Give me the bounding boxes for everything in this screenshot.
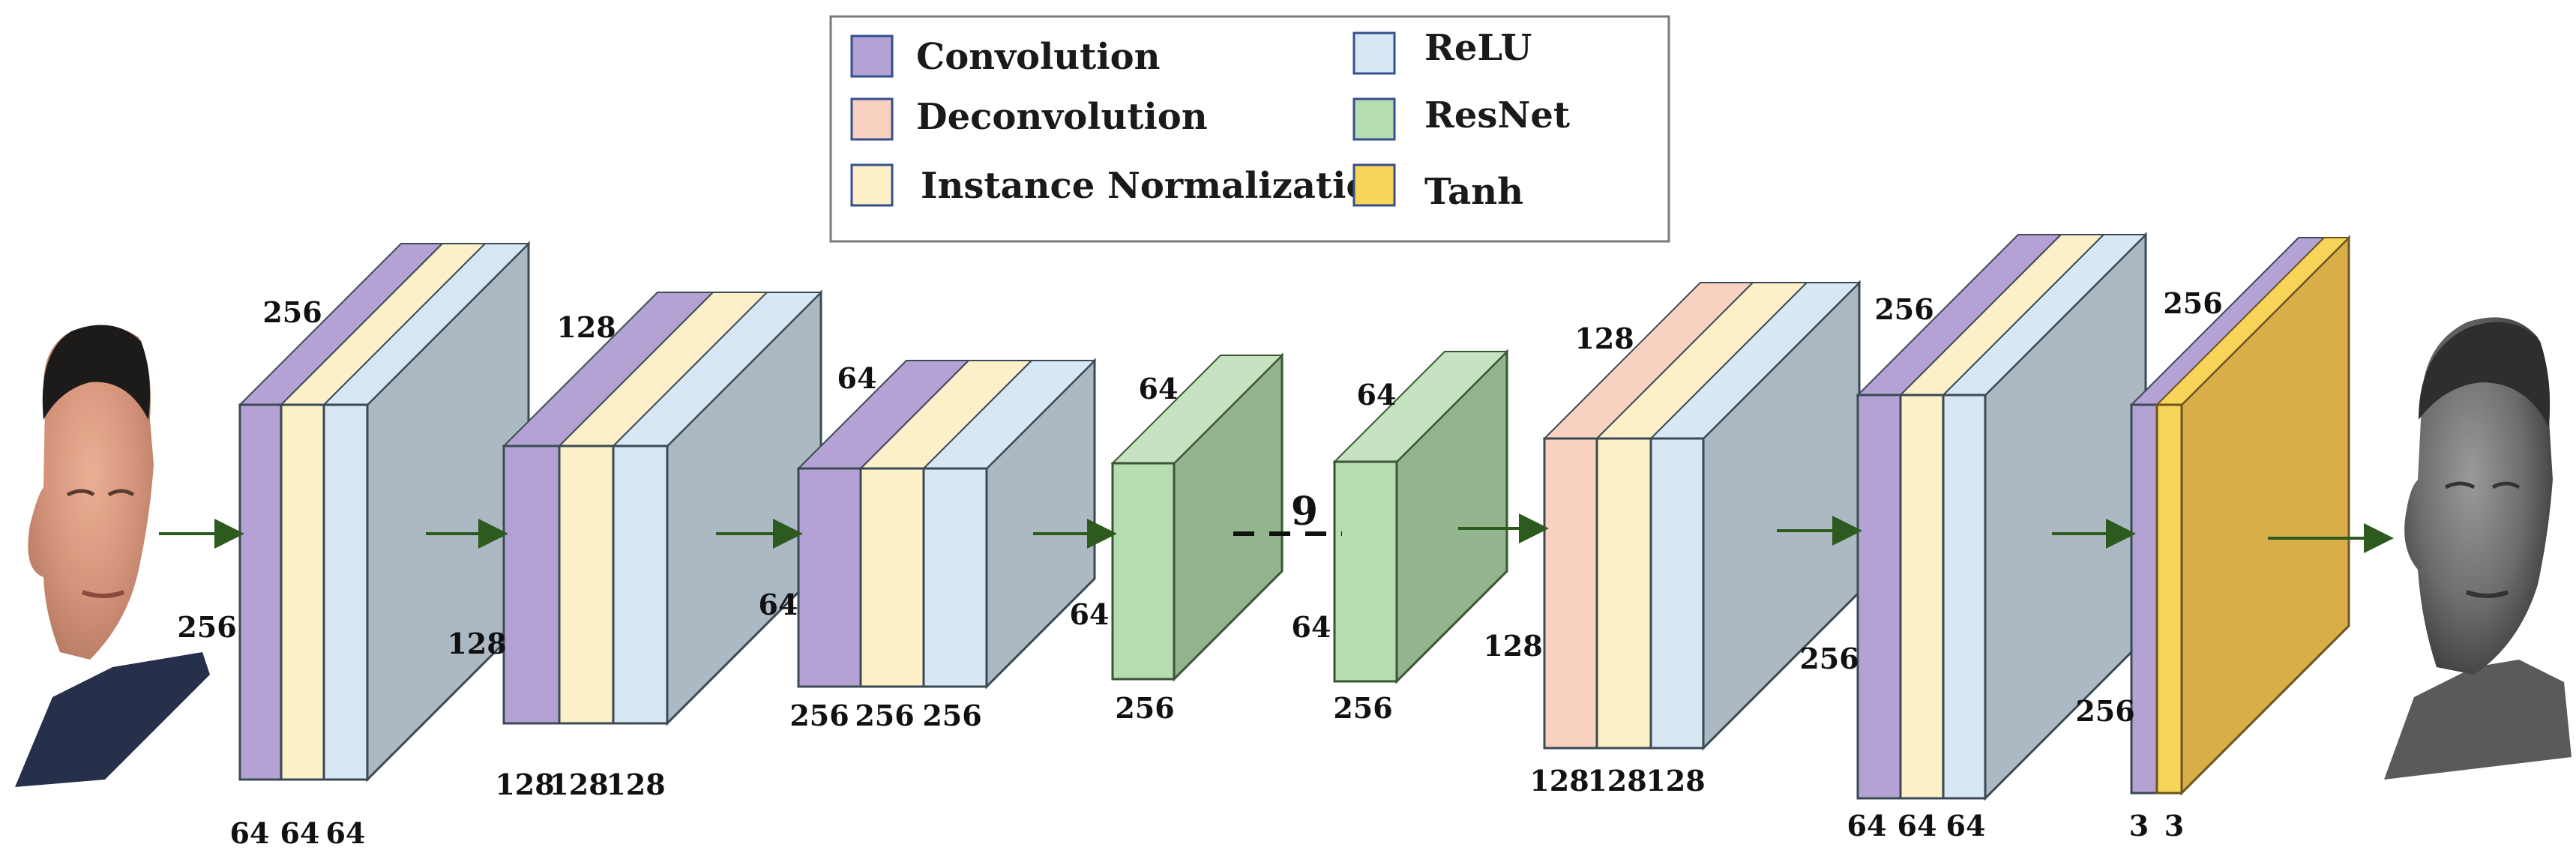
conv-block-1: [238, 241, 531, 783]
output-tanh-layer: [2155, 403, 2183, 795]
b3-bottom-dim-2: 256: [855, 699, 914, 732]
b1-top-dim: 256: [262, 295, 322, 329]
deconv-1-norm-layer: [1595, 437, 1652, 750]
d1-bottom-dim-1: 128: [1529, 764, 1589, 798]
output-conv-layer: [2130, 403, 2158, 795]
d1-top-dim: 128: [1574, 322, 1634, 355]
d2-side-dim: 256: [1799, 642, 1859, 675]
block-3-norm-layer: [859, 467, 925, 688]
input-face-image: [15, 325, 210, 787]
flow-arrows: [159, 513, 2394, 553]
convolution-swatch: [850, 34, 894, 78]
resnet-1-front-face: [1111, 462, 1176, 681]
resnet-2-front-face: [1333, 460, 1398, 683]
d2-bottom-dim-3: 64: [1946, 809, 1986, 843]
b2-bottom-dim-2: 128: [549, 768, 608, 801]
deconv-1-deconv-layer: [1543, 437, 1598, 750]
r1-top-dim: 64: [1139, 372, 1179, 406]
resnet-repeat-dashes: 9: [1233, 489, 1342, 536]
d1-side-dim: 128: [1483, 629, 1542, 663]
deconv-block-2: [1856, 232, 2148, 801]
b2-side-dim: 128: [447, 627, 506, 660]
b3-top-dim: 64: [837, 361, 877, 395]
b2-bottom-dim-3: 128: [606, 768, 665, 801]
b3-bottom-dim-1: 256: [789, 699, 849, 732]
deconv-1-relu-layer: [1649, 437, 1705, 750]
b2-top-dim: 128: [556, 310, 616, 344]
legend-relu: ReLU: [1424, 27, 1532, 69]
block-3-relu-layer: [922, 467, 988, 688]
block-2-conv-layer: [502, 444, 561, 725]
resnet-swatch: [1352, 97, 1396, 141]
instance-norm-swatch: [850, 163, 894, 207]
d2-bottom-dim-2: 64: [1898, 809, 1937, 843]
b2-bottom-dim-1: 128: [495, 768, 554, 801]
legend-tanh: Tanh: [1424, 171, 1523, 213]
out-bottom-dim-2: 3: [2164, 809, 2184, 843]
legend-box: [829, 15, 1670, 243]
dimension-labels: 256 256 64 64 64 128 128 128 128 128 64 …: [177, 286, 2222, 850]
r2-side-dim: 64: [1292, 610, 1331, 644]
out-bottom-dim-1: 3: [2129, 809, 2149, 843]
block-1-relu-layer: [322, 403, 369, 781]
resnet-block-2: [1332, 349, 1509, 684]
b3-side-dim: 64: [759, 588, 798, 621]
b1-bottom-dim-2: 64: [280, 816, 320, 850]
resnet-block-1: [1110, 352, 1284, 682]
output-block: [2129, 235, 2351, 796]
conv-block-3: [796, 358, 1097, 690]
d2-top-dim: 256: [1874, 292, 1933, 326]
block-2-relu-layer: [612, 444, 669, 725]
b1-bottom-dim-1: 64: [230, 816, 270, 850]
b3-bottom-dim-3: 256: [922, 699, 981, 732]
legend-instance-norm: Instance Normalization: [921, 165, 1396, 207]
deconv-block-1: [1542, 280, 1862, 751]
r2-bottom-dim: 256: [1333, 691, 1392, 725]
legend-resnet: ResNet: [1424, 94, 1570, 136]
out-top-dim: 256: [2163, 286, 2222, 320]
legend: Convolution Deconvolution Instance Norma…: [829, 15, 1670, 243]
block-3-conv-layer: [797, 467, 862, 688]
d1-bottom-dim-3: 128: [1646, 764, 1705, 798]
block-2-norm-layer: [558, 444, 615, 725]
tanh-swatch: [1352, 163, 1396, 207]
r1-side-dim: 64: [1070, 597, 1110, 631]
out-side-dim: 256: [2075, 694, 2134, 728]
conv-block-2: [502, 289, 823, 726]
legend-deconvolution: Deconvolution: [916, 96, 1208, 138]
r2-top-dim: 64: [1357, 378, 1397, 412]
relu-swatch: [1352, 31, 1396, 75]
deconv-2-norm-layer: [1899, 394, 1945, 800]
deconv-2-conv-layer: [1856, 394, 1902, 800]
deconv-2-relu-layer: [1942, 394, 1987, 800]
resnet-repeat-count: 9: [1291, 489, 1318, 534]
block-1-conv-layer: [238, 403, 283, 781]
output-face-image: [2384, 317, 2572, 780]
b1-bottom-dim-3: 64: [326, 816, 366, 850]
block-1-norm-layer: [280, 403, 325, 781]
r1-bottom-dim: 256: [1115, 691, 1174, 725]
d2-bottom-dim-1: 64: [1847, 809, 1887, 843]
legend-convolution: Convolution: [916, 36, 1160, 78]
b1-side-dim: 256: [177, 610, 236, 644]
deconvolution-swatch: [850, 97, 894, 141]
d1-bottom-dim-2: 128: [1587, 764, 1646, 798]
